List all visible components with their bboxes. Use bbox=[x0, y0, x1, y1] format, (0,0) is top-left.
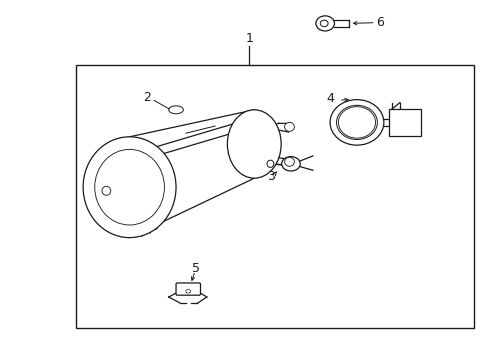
Ellipse shape bbox=[315, 16, 334, 31]
Text: 1: 1 bbox=[245, 32, 253, 45]
Ellipse shape bbox=[83, 137, 176, 238]
Text: 4: 4 bbox=[325, 93, 333, 105]
Ellipse shape bbox=[266, 160, 273, 167]
Ellipse shape bbox=[185, 289, 190, 293]
Ellipse shape bbox=[338, 107, 375, 138]
Ellipse shape bbox=[284, 157, 294, 166]
Ellipse shape bbox=[102, 186, 110, 195]
Text: 5: 5 bbox=[191, 262, 199, 275]
Ellipse shape bbox=[336, 105, 377, 139]
Text: 6: 6 bbox=[376, 16, 384, 29]
Ellipse shape bbox=[329, 100, 383, 145]
Ellipse shape bbox=[320, 20, 327, 27]
Ellipse shape bbox=[281, 157, 300, 171]
Text: 2: 2 bbox=[142, 91, 150, 104]
FancyBboxPatch shape bbox=[176, 283, 200, 295]
Ellipse shape bbox=[227, 110, 281, 178]
Bar bbox=[388, 109, 420, 136]
Bar bbox=[76, 65, 473, 328]
Ellipse shape bbox=[168, 106, 183, 114]
Text: 3: 3 bbox=[267, 170, 275, 183]
Ellipse shape bbox=[284, 122, 294, 131]
